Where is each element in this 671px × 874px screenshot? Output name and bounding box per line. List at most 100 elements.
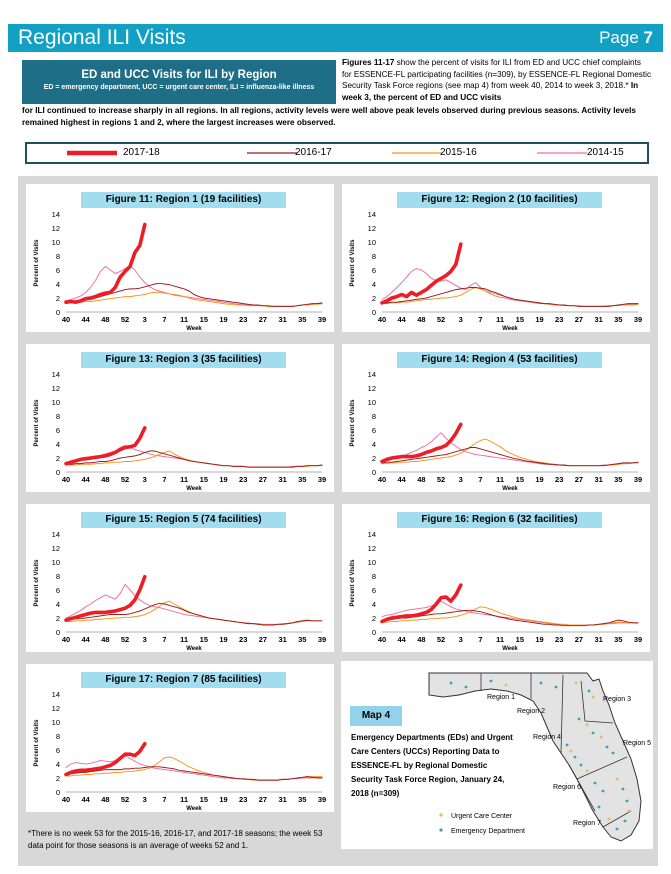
- x-tick-label: 48: [101, 315, 109, 324]
- x-tick-label: 44: [398, 315, 407, 324]
- y-tick-label: 12: [52, 384, 60, 393]
- x-tick-label: 15: [200, 635, 208, 644]
- y-tick-label: 10: [52, 718, 60, 727]
- ucc-marker: [504, 683, 508, 687]
- y-tick-label: 12: [368, 384, 376, 393]
- chart-card: Figure 12: Region 2 (10 facilities) 0 2 4 6 8…: [342, 184, 650, 332]
- y-tick-label: 8: [372, 412, 376, 421]
- x-tick-label: 23: [239, 635, 247, 644]
- y-tick-label: 8: [56, 732, 60, 741]
- x-tick-label: 44: [82, 315, 91, 324]
- x-tick-label: 40: [378, 475, 386, 484]
- chart-card: Figure 17: Region 7 (85 facilities) 0 2 4 6 8…: [26, 664, 334, 812]
- y-tick-label: 10: [368, 398, 376, 407]
- x-tick-label: 23: [555, 635, 563, 644]
- legend-swatch: [67, 150, 117, 156]
- series-line-2017-18: [64, 574, 147, 622]
- x-tick-label: 52: [121, 315, 129, 324]
- y-tick-label: 2: [56, 614, 60, 623]
- series-line-2017-18: [380, 242, 463, 305]
- ed-marker: [621, 787, 625, 791]
- x-tick-label: 19: [535, 635, 543, 644]
- map-description: Emergency Departments (EDs) and Urgent C…: [351, 733, 513, 798]
- ed-marker: [539, 681, 543, 685]
- x-tick-label: 3: [459, 475, 463, 484]
- y-tick-label: 6: [56, 426, 60, 435]
- x-tick-label: 31: [278, 795, 286, 804]
- x-tick-label: 11: [496, 315, 504, 324]
- x-axis-label: Week: [502, 646, 518, 650]
- x-tick-label: 7: [478, 475, 482, 484]
- x-tick-label: 11: [180, 635, 188, 644]
- y-tick-label: 12: [368, 224, 376, 233]
- x-tick-label: 7: [162, 315, 166, 324]
- x-tick-label: 31: [594, 475, 602, 484]
- x-tick-label: 48: [417, 635, 425, 644]
- x-tick-label: 31: [278, 475, 286, 484]
- x-tick-label: 3: [459, 635, 463, 644]
- y-tick-label: 12: [52, 544, 60, 553]
- legend-label: 2014-15: [587, 147, 624, 158]
- line-chart: 0 2 4 6 8 10 12 14 Percent of Visits 40 44 48 52 3 7 11…: [34, 530, 326, 650]
- x-tick-label: 15: [200, 795, 208, 804]
- x-tick-label: 39: [634, 475, 642, 484]
- intro-paragraph-continued: for ILI continued to increase sharply in…: [22, 106, 636, 127]
- legend-label: 2016-17: [295, 147, 332, 158]
- x-tick-label: 40: [62, 315, 70, 324]
- y-tick-label: 6: [56, 586, 60, 595]
- y-tick-label: 0: [56, 308, 60, 317]
- section-subtitle: ED = emergency department, UCC = urgent …: [43, 84, 315, 91]
- map-region-label: Region 2: [517, 708, 545, 715]
- x-tick-label: 7: [478, 315, 482, 324]
- ed-marker: [625, 799, 629, 803]
- series-line-2015-16: [65, 450, 323, 468]
- y-tick-label: 8: [372, 252, 376, 261]
- ed-marker: [554, 685, 558, 689]
- series-line-2017-18: [64, 222, 147, 304]
- x-tick-label: 52: [437, 475, 445, 484]
- x-tick-label: 48: [101, 475, 109, 484]
- y-tick-label: 10: [52, 398, 60, 407]
- y-tick-label: 10: [52, 238, 60, 247]
- y-tick-label: 4: [56, 280, 60, 289]
- x-tick-label: 27: [575, 315, 583, 324]
- ed-marker: [615, 827, 619, 831]
- y-axis-label: Percent of Visits: [350, 399, 356, 447]
- x-tick-label: 35: [614, 315, 622, 324]
- line-chart: 0 2 4 6 8 10 12 14 Percent of Visits 40 44 48 52 3 7 11…: [34, 370, 326, 490]
- map-legend-ucc: Urgent Care Center: [451, 813, 513, 820]
- x-tick-label: 15: [200, 475, 208, 484]
- chart-title: Figure 17: Region 7 (85 facilities): [81, 672, 286, 688]
- x-tick-label: 52: [121, 795, 129, 804]
- y-tick-label: 8: [56, 412, 60, 421]
- chart-card: Figure 11: Region 1 (19 facilities) 0 2 4 6 8…: [26, 184, 334, 332]
- chart-title: Figure 16: Region 6 (32 facilities): [397, 512, 602, 528]
- ucc-marker: [585, 723, 589, 727]
- x-tick-label: 27: [575, 475, 583, 484]
- chart-card: Figure 13: Region 3 (35 facilities) 0 2 4 6 8…: [26, 344, 334, 492]
- x-tick-label: 15: [516, 635, 524, 644]
- x-tick-label: 44: [82, 795, 91, 804]
- series-line-2016-17: [381, 447, 639, 467]
- chart-card: Figure 16: Region 6 (32 facilities) 0 2 4 6 8…: [342, 504, 650, 652]
- x-tick-label: 52: [121, 475, 129, 484]
- line-chart: 0 2 4 6 8 10 12 14 Percent of Visits 40 44 48 52 3 7 11…: [34, 690, 326, 810]
- ed-marker: [593, 781, 597, 785]
- series-line-2014-15: [381, 268, 639, 307]
- x-tick-label: 35: [298, 475, 306, 484]
- y-tick-label: 6: [372, 586, 376, 595]
- x-tick-label: 15: [200, 315, 208, 324]
- legend-label: 2017-18: [123, 147, 160, 158]
- x-tick-label: 19: [219, 635, 227, 644]
- y-tick-label: 2: [56, 294, 60, 303]
- x-tick-label: 27: [259, 315, 267, 324]
- section-title-box: ED and UCC Visits for ILI by Region ED =…: [22, 60, 336, 104]
- x-axis-label: Week: [502, 486, 518, 490]
- legend-swatch: [537, 152, 587, 154]
- x-tick-label: 39: [318, 475, 326, 484]
- y-tick-label: 12: [368, 544, 376, 553]
- series-line-2017-18: [380, 422, 463, 464]
- ucc-marker: [585, 769, 589, 773]
- x-tick-label: 23: [239, 315, 247, 324]
- y-axis-label: Percent of Visits: [34, 719, 40, 767]
